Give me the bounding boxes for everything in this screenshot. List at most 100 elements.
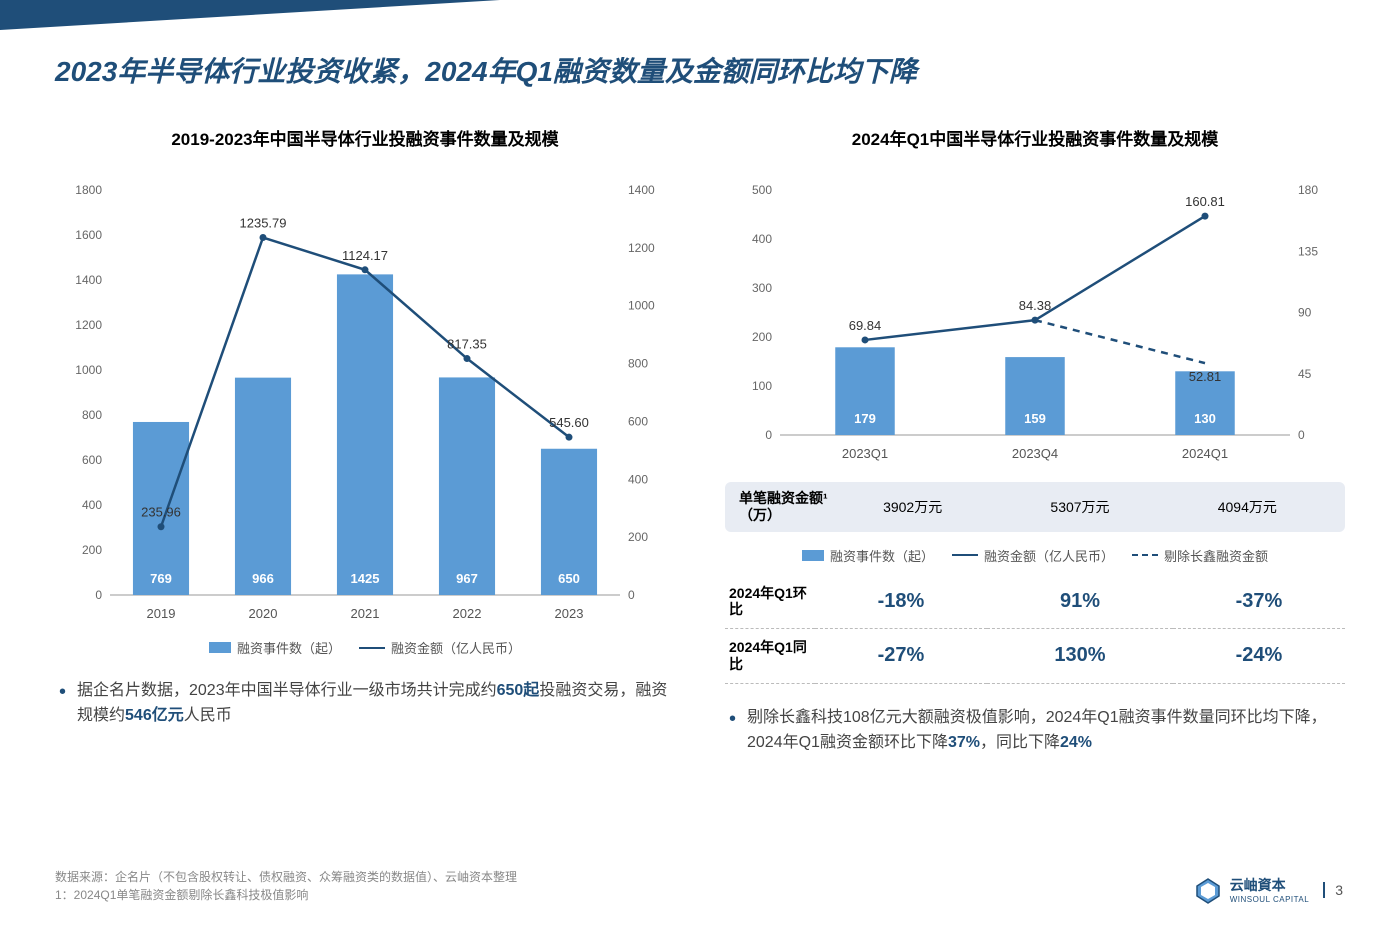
legend-line-swatch: [952, 554, 978, 556]
left-bullet-1: 据企名片数据，2023年中国半导体行业一级市场共计完成约650起投融资交易，融资…: [59, 679, 675, 729]
legend-bar-swatch: [802, 550, 824, 561]
svg-text:300: 300: [752, 281, 772, 295]
pct-cell: -24%: [1173, 629, 1345, 684]
svg-text:0: 0: [628, 588, 635, 602]
footer-line-2: 1：2024Q1单笔融资金额剔除长鑫科技极值影响: [55, 886, 517, 904]
legend-bar-label: 融资事件数（起）: [830, 546, 934, 565]
pct-table: 2024年Q1环比-18%91%-37%2024年Q1同比-27%130%-24…: [725, 575, 1345, 684]
single-deal-values: 3902万元 5307万元 4094万元: [829, 497, 1331, 517]
single-deal-value: 4094万元: [1218, 497, 1277, 517]
slide-container: 2023年半导体行业投资收紧，2024年Q1融资数量及金额同环比均下降 2019…: [0, 0, 1398, 785]
pct-row: 2024年Q1环比-18%91%-37%: [725, 575, 1345, 629]
text: 人民币: [184, 707, 232, 724]
page-top-accent: [0, 0, 500, 30]
brand-text: 云岫資本 WINSOUL CAPITAL: [1230, 875, 1310, 904]
legend-line-label: 融资金额（亿人民币）: [391, 638, 521, 657]
svg-text:2023Q1: 2023Q1: [842, 446, 888, 461]
svg-text:130: 130: [1194, 411, 1216, 426]
svg-text:1000: 1000: [628, 299, 655, 313]
footer-line-1: 数据来源：企名片（不包含股权转让、债权融资、众筹融资类的数据值）、云岫资本整理: [55, 868, 517, 886]
svg-text:84.38: 84.38: [1019, 298, 1052, 313]
svg-text:2023Q4: 2023Q4: [1012, 446, 1058, 461]
svg-text:235.96: 235.96: [141, 505, 181, 520]
legend-bar-label: 融资事件数（起）: [237, 638, 341, 657]
text: ，同比下降: [980, 734, 1060, 751]
svg-text:650: 650: [558, 571, 580, 586]
svg-text:90: 90: [1298, 306, 1312, 320]
svg-text:1400: 1400: [75, 273, 102, 287]
svg-text:500: 500: [752, 183, 772, 197]
svg-text:69.84: 69.84: [849, 318, 882, 333]
highlight: 24%: [1060, 734, 1092, 751]
svg-text:400: 400: [752, 232, 772, 246]
pct-cell: -27%: [815, 629, 987, 684]
text: 据企名片数据，2023年中国半导体行业一级市场共计完成约: [77, 682, 497, 699]
svg-text:966: 966: [252, 571, 274, 586]
svg-text:180: 180: [1298, 183, 1318, 197]
svg-text:817.35: 817.35: [447, 337, 487, 352]
svg-text:800: 800: [628, 357, 648, 371]
page-title: 2023年半导体行业投资收紧，2024年Q1融资数量及金额同环比均下降: [55, 50, 1343, 90]
svg-text:0: 0: [765, 428, 772, 442]
brand-cn: 云岫資本: [1230, 875, 1310, 895]
legend-bar: 融资事件数（起）: [802, 546, 934, 565]
single-deal-value: 5307万元: [1050, 497, 1109, 517]
svg-text:1200: 1200: [628, 241, 655, 255]
pct-row: 2024年Q1同比-27%130%-24%: [725, 629, 1345, 684]
legend-dash-label: 剔除长鑫融资金额: [1164, 546, 1268, 565]
svg-text:769: 769: [150, 571, 172, 586]
svg-text:800: 800: [82, 408, 102, 422]
svg-text:600: 600: [628, 414, 648, 428]
single-deal-label: 单笔融资金额¹（万）: [739, 490, 829, 524]
pct-cell: -37%: [1173, 575, 1345, 629]
svg-text:1800: 1800: [75, 183, 102, 197]
svg-text:0: 0: [1298, 428, 1305, 442]
svg-text:545.60: 545.60: [549, 415, 589, 430]
right-bullet-1: 剔除长鑫科技108亿元大额融资极值影响，2024年Q1融资事件数量同环比均下降，…: [729, 706, 1345, 756]
svg-text:1235.79: 1235.79: [240, 216, 287, 231]
svg-text:2020: 2020: [249, 606, 278, 621]
svg-text:1400: 1400: [628, 183, 655, 197]
legend-line-swatch: [359, 647, 385, 649]
svg-text:1200: 1200: [75, 318, 102, 332]
svg-text:1600: 1600: [75, 228, 102, 242]
brand-logo-icon: [1194, 876, 1222, 904]
left-bullets: 据企名片数据，2023年中国半导体行业一级市场共计完成约650起投融资交易，融资…: [55, 679, 675, 729]
svg-text:400: 400: [82, 498, 102, 512]
left-chart: 0200400600800100012001400160018000200400…: [55, 170, 675, 630]
svg-text:1425: 1425: [351, 571, 380, 586]
legend-bar: 融资事件数（起）: [209, 638, 341, 657]
svg-text:159: 159: [1024, 411, 1046, 426]
svg-text:400: 400: [628, 472, 648, 486]
pct-row-header: 2024年Q1环比: [725, 575, 815, 629]
left-legend: 融资事件数（起） 融资金额（亿人民币）: [55, 638, 675, 657]
svg-text:200: 200: [752, 330, 772, 344]
legend-dash: 剔除长鑫融资金额: [1132, 546, 1268, 565]
right-chart: 01002003004005000459013518017915913069.8…: [725, 170, 1345, 470]
svg-text:45: 45: [1298, 367, 1312, 381]
svg-text:600: 600: [82, 453, 102, 467]
svg-text:179: 179: [854, 411, 876, 426]
brand-en: WINSOUL CAPITAL: [1230, 895, 1310, 904]
right-panel: 2024年Q1中国半导体行业投融资事件数量及规模 0 100 200 300 400 50…: [725, 125, 1345, 755]
highlight: 546亿元: [125, 707, 184, 724]
svg-text:2021: 2021: [351, 606, 380, 621]
left-chart-title: 2019-2023年中国半导体行业投融资事件数量及规模: [55, 125, 675, 150]
svg-text:200: 200: [628, 530, 648, 544]
right-legend: 融资事件数（起） 融资金额（亿人民币） 剔除长鑫融资金额: [725, 546, 1345, 565]
svg-text:100: 100: [752, 379, 772, 393]
left-panel: 2019-2023年中国半导体行业投融资事件数量及规模 0 200 400 600 80…: [55, 125, 675, 755]
legend-line-label: 融资金额（亿人民币）: [984, 546, 1114, 565]
footer-source: 数据来源：企名片（不包含股权转让、债权融资、众筹融资类的数据值）、云岫资本整理 …: [55, 868, 517, 904]
pct-row-header: 2024年Q1同比: [725, 629, 815, 684]
right-chart-title: 2024年Q1中国半导体行业投融资事件数量及规模: [725, 125, 1345, 150]
highlight: 37%: [948, 734, 980, 751]
right-bullets: 剔除长鑫科技108亿元大额融资极值影响，2024年Q1融资事件数量同环比均下降，…: [725, 706, 1345, 756]
brand-block: 云岫資本 WINSOUL CAPITAL 3: [1194, 875, 1343, 904]
legend-dash-swatch: [1132, 554, 1158, 556]
svg-text:200: 200: [82, 543, 102, 557]
pct-cell: 91%: [987, 575, 1173, 629]
single-deal-value: 3902万元: [883, 497, 942, 517]
svg-text:2023: 2023: [555, 606, 584, 621]
svg-text:2019: 2019: [147, 606, 176, 621]
